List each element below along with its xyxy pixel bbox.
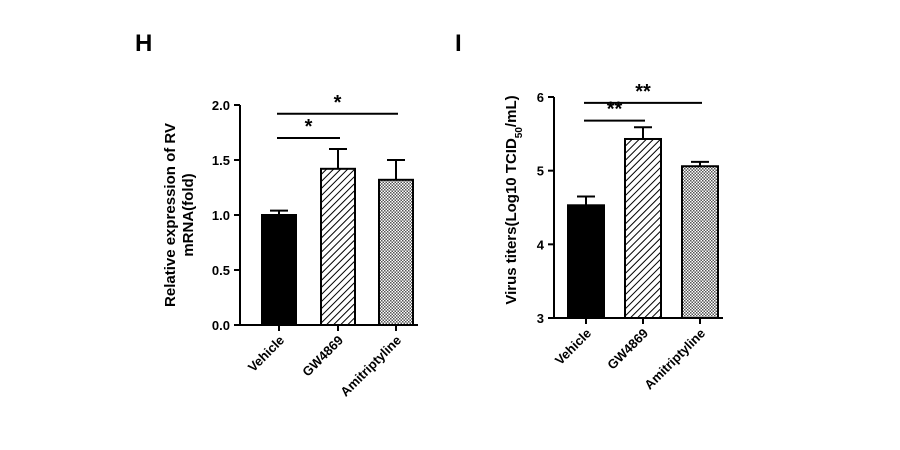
category-label: Vehicle <box>552 326 594 368</box>
y-axis-title-subscript: 50 <box>514 127 525 139</box>
bar-amitriptyline <box>378 178 414 326</box>
y-tick-label: 3 <box>537 311 544 326</box>
y-axis-title-line: Relative expression of RV <box>162 123 179 307</box>
category-label: Vehicle <box>245 333 287 375</box>
significance-label: ** <box>607 99 623 121</box>
significance-label: * <box>334 92 342 114</box>
significance-label: ** <box>635 81 651 103</box>
y-tick-label: 5 <box>537 164 544 179</box>
y-tick-label: 6 <box>537 90 544 105</box>
panel-letter: H <box>135 30 152 57</box>
y-tick-label: 4 <box>537 237 545 252</box>
category-label: GW4869 <box>604 326 651 373</box>
bar-vehicle <box>567 204 605 319</box>
y-axis-title: Relative expression of RVmRNA(fold) <box>162 123 197 307</box>
bar-vehicle <box>261 214 297 326</box>
bar-gw4869 <box>320 167 356 326</box>
y-tick-label: 0.5 <box>212 263 230 278</box>
y-axis-title-part: /mL) <box>503 95 520 127</box>
bar-amitriptyline <box>681 165 719 319</box>
y-tick-label: 2.0 <box>212 98 230 113</box>
category-label: Amitriptyline <box>641 326 708 393</box>
category-label: Amitriptyline <box>337 333 404 400</box>
y-axis-title: Virus titers(Log10 TCID50/mL) <box>503 95 525 304</box>
y-tick-label: 1.0 <box>212 208 230 223</box>
significance-label: * <box>305 116 313 138</box>
bar-gw4869 <box>624 137 662 319</box>
category-label: GW4869 <box>299 333 346 380</box>
y-axis-title-part: Virus titers(Log10 TCID <box>503 138 520 305</box>
y-axis-title-line: mRNA(fold) <box>180 173 197 256</box>
y-tick-label: 0.0 <box>212 318 230 333</box>
chart-panel-h: H 0.0 0.5 1.0 1.5 2.0 Vehicle GW4869Amitriptyli… <box>135 30 418 399</box>
y-tick-label: 1.5 <box>212 153 230 168</box>
panel-letter: I <box>455 30 462 57</box>
